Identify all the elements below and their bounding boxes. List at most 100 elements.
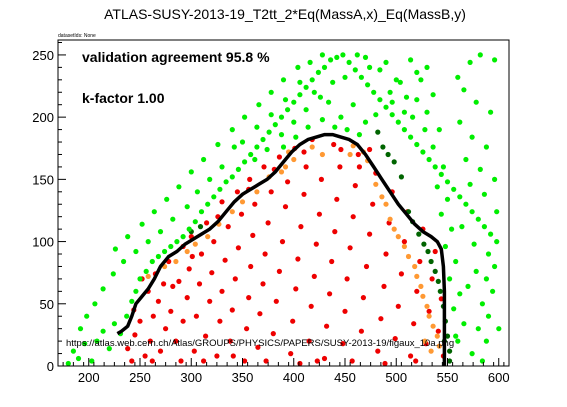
data-point-s0-128 <box>297 360 303 367</box>
data-point-s1-28 <box>405 253 412 260</box>
data-point-s0-24 <box>209 270 215 276</box>
data-point-s1-4 <box>192 241 198 247</box>
data-point-s3-96 <box>424 109 430 115</box>
data-point-s3-58 <box>414 141 420 148</box>
data-point-s3-70 <box>488 231 494 237</box>
data-point-s0-9 <box>157 348 164 354</box>
data-point-s3-110 <box>455 74 461 80</box>
data-point-s0-32 <box>229 307 235 313</box>
data-point-s3-73 <box>492 263 498 270</box>
data-point-s3-99 <box>424 64 430 70</box>
data-point-s3-150 <box>151 209 157 215</box>
data-point-s3-144 <box>92 301 98 307</box>
data-point-s3-2 <box>75 355 82 362</box>
data-point-s3-168 <box>303 107 309 113</box>
data-point-s3-18 <box>168 243 174 250</box>
data-point-s3-178 <box>311 89 317 95</box>
data-point-s2-1 <box>197 224 204 230</box>
data-point-s0-131 <box>382 360 388 367</box>
data-point-s0-49 <box>273 298 279 304</box>
data-point-s0-19 <box>193 313 199 319</box>
data-point-s3-159 <box>268 89 274 95</box>
data-point-s1-8 <box>239 199 246 205</box>
data-point-s3-131 <box>496 326 502 332</box>
data-point-s0-130 <box>349 358 355 364</box>
data-point-s2-19 <box>447 348 453 354</box>
data-point-s0-106 <box>432 248 438 255</box>
data-point-s2-9 <box>416 231 422 237</box>
x-tick-label-350: 350 <box>232 370 254 385</box>
data-point-s3-160 <box>280 77 287 83</box>
data-point-s0-12 <box>170 283 176 289</box>
agreement-annotation: validation agreement 95.8 % <box>82 49 270 65</box>
data-point-s3-59 <box>420 149 426 155</box>
data-point-s3-157 <box>242 114 248 120</box>
data-point-s3-6 <box>100 328 106 334</box>
data-point-s0-77 <box>347 245 353 251</box>
data-point-s3-16 <box>155 253 161 260</box>
data-point-s3-125 <box>471 241 477 247</box>
data-point-s3-66 <box>463 201 469 207</box>
data-point-s3-186 <box>332 124 338 130</box>
data-point-s3-45 <box>334 54 340 61</box>
dataset-note: datasetIds: None <box>58 33 96 39</box>
data-point-s1-30 <box>414 273 420 279</box>
data-point-s1-26 <box>395 234 401 240</box>
data-point-s3-0 <box>65 360 71 367</box>
x-tick-label-250: 250 <box>129 370 151 385</box>
data-point-s2-6 <box>398 174 404 180</box>
data-point-s0-96 <box>401 239 407 245</box>
data-point-s3-33 <box>260 136 266 143</box>
data-point-s0-133 <box>129 358 135 364</box>
data-point-s3-68 <box>475 216 481 222</box>
data-point-s0-23 <box>207 298 213 304</box>
data-point-s3-69 <box>481 224 487 230</box>
data-point-s0-87 <box>375 348 381 354</box>
data-point-s0-7 <box>155 298 161 304</box>
data-point-s0-1 <box>132 332 138 338</box>
data-point-s3-182 <box>362 119 369 125</box>
data-point-s3-187 <box>319 117 325 123</box>
data-point-s2-18 <box>444 333 451 339</box>
data-point-s3-50 <box>365 82 371 88</box>
data-point-s3-17 <box>162 248 168 255</box>
data-point-s0-22 <box>203 333 209 339</box>
data-point-s3-74 <box>483 276 489 282</box>
data-point-s3-158 <box>256 102 262 108</box>
data-point-s3-117 <box>457 119 463 125</box>
data-point-s3-138 <box>157 229 164 235</box>
data-point-s3-114 <box>461 87 467 93</box>
data-point-s3-44 <box>328 57 334 63</box>
data-point-s0-74 <box>340 341 346 347</box>
data-point-s3-22 <box>192 219 198 225</box>
data-point-s1-34 <box>426 313 432 319</box>
data-point-s3-29 <box>235 166 241 172</box>
data-point-s3-41 <box>309 77 315 83</box>
data-point-s0-123 <box>149 358 155 364</box>
data-point-s3-133 <box>219 164 225 170</box>
data-point-s0-100 <box>414 288 420 294</box>
data-point-s3-92 <box>434 184 440 190</box>
data-point-s3-56 <box>401 127 407 133</box>
data-point-s3-190 <box>280 144 287 150</box>
data-point-s3-43 <box>321 64 328 70</box>
data-point-s3-47 <box>346 59 352 65</box>
y-tick-label-100: 100 <box>32 235 54 250</box>
data-point-s3-176 <box>282 97 289 103</box>
data-point-s3-32 <box>254 144 260 150</box>
data-point-s1-31 <box>418 283 424 289</box>
data-point-s1-7 <box>229 209 235 215</box>
data-point-s1-5 <box>205 234 211 240</box>
data-point-s0-99 <box>411 321 417 327</box>
data-point-s2-10 <box>421 241 427 247</box>
data-point-s3-146 <box>77 326 84 332</box>
x-tick-label-600: 600 <box>488 370 510 385</box>
data-point-s3-87 <box>453 258 459 265</box>
data-point-s0-39 <box>248 263 254 270</box>
data-point-s3-85 <box>457 291 463 297</box>
data-point-s1-27 <box>401 243 407 250</box>
data-point-s3-90 <box>438 211 444 217</box>
chart-title: ATLAS-SUSY-2013-19_T2tt_2*Eq(MassA,x)_Eq… <box>104 6 466 22</box>
data-point-s1-25 <box>391 226 397 232</box>
